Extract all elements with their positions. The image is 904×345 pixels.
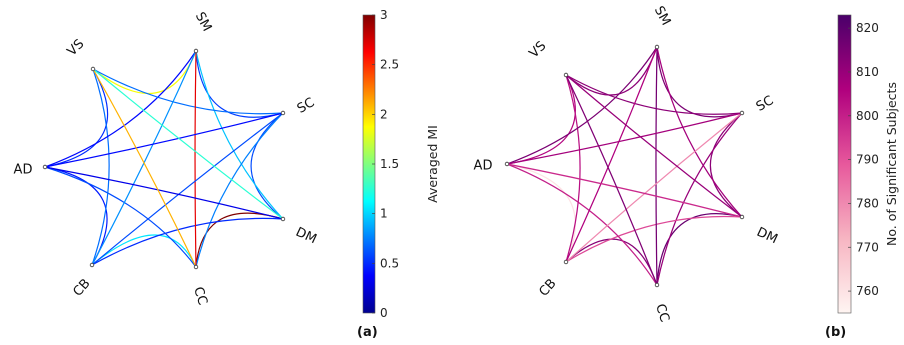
panel-b-tag: (b) [825, 325, 846, 340]
edge-cc-cb [566, 239, 657, 285]
node-sm-marker [194, 49, 198, 53]
nodes-panel-a: SM SC DM CC CB AD VS [14, 10, 319, 307]
edge-cc-ad [507, 164, 657, 285]
edge-ad-sm [507, 47, 657, 164]
node-label-sm: SM [651, 4, 673, 28]
edge-sm-cc [195, 51, 196, 267]
edge-sm-sc [657, 47, 742, 117]
colorbar-tick-label: 2.5 [380, 58, 399, 72]
edge-sm-cb [92, 51, 196, 265]
colorbar-tick-label: 800 [856, 109, 879, 123]
node-label-cb: CB [70, 276, 93, 299]
nodes-panel-b: SM SC DM CC CB AD VS [474, 4, 780, 324]
colorbar-b-title: No. of Significant Subjects [884, 82, 899, 246]
edge-cc-cb [92, 235, 196, 267]
node-label-cc: CC [652, 302, 672, 324]
node-cb-marker [564, 260, 568, 264]
colorbar-tick-label: 1.5 [380, 157, 399, 171]
edge-cb-ad [507, 164, 575, 262]
colorbar-tick-label: 820 [856, 21, 879, 35]
edge-dm-ad [45, 167, 283, 219]
edge-vs-sm [566, 47, 657, 95]
node-label-sm: SM [192, 10, 214, 34]
colorbar-a-title: Averaged MI [425, 125, 440, 203]
edge-cc-vs [93, 69, 196, 267]
node-cc-marker [194, 265, 198, 269]
colorbar-tick-label: 770 [856, 240, 879, 254]
edge-sm-sc [196, 51, 283, 117]
node-label-dm: DM [293, 225, 319, 248]
colorbar-tick-label: 0.5 [380, 256, 399, 270]
edge-sm-dm [196, 51, 283, 219]
node-vs-marker [91, 67, 95, 71]
node-sm-marker [655, 45, 659, 49]
node-label-cc: CC [190, 285, 210, 307]
colorbar-tick-label: 0 [380, 306, 388, 320]
node-label-dm: DM [754, 225, 780, 248]
node-label-ad: AD [14, 163, 33, 178]
node-sc-marker [740, 111, 744, 115]
edge-sm-dm [657, 47, 742, 217]
node-label-sc: SC [295, 95, 318, 117]
edge-vs-sc [566, 75, 742, 114]
colorbar-tick-label: 780 [856, 196, 879, 210]
edge-dm-cc [657, 214, 742, 285]
node-label-vs: VS [65, 37, 88, 60]
colorbar-a-ticks: 0 0.5 1 1.5 2 2.5 3 [372, 8, 399, 320]
colorbar-tick-label: 3 [380, 8, 388, 22]
edge-ad-vs [507, 75, 575, 164]
colorbar-tick-label: 1 [380, 207, 388, 221]
edge-sm-cc [656, 47, 657, 285]
edge-sc-cc [196, 113, 283, 267]
colorbar-tick-label: 2 [380, 107, 388, 121]
edge-cb-vs [92, 69, 109, 265]
node-dm-marker [281, 217, 285, 221]
node-ad-marker [505, 162, 509, 166]
colorbar-tick-label: 760 [856, 284, 879, 298]
edge-cb-ad [45, 167, 107, 265]
colorbar-b: 760 770 780 790 800 810 820 No. of Significant… [838, 15, 899, 313]
edge-vs-sc [93, 69, 283, 114]
colorbar-a: 0 0.5 1 1.5 2 2.5 3 Averaged MI [363, 8, 440, 320]
colorbar-b-ticks: 760 770 780 790 800 810 820 [848, 21, 879, 298]
edge-ad-vs [45, 69, 108, 167]
node-dm-marker [740, 215, 744, 219]
edge-dm-cc [196, 213, 283, 267]
panel-b: SM SC DM CC CB AD VS 760 770 780 790 800 810 820 No.… [474, 4, 899, 340]
colorbar-tick-label: 810 [856, 65, 879, 79]
panel-a: SM SC DM CC CB AD VS 0 0.5 1 1.5 2 2.5 3 Averaged MI… [14, 8, 440, 340]
edge-ad-sm [45, 51, 196, 167]
edge-cb-vs [566, 75, 580, 262]
colorbar-tick-label: 790 [856, 153, 879, 167]
edge-sc-dm [710, 113, 742, 217]
node-cc-marker [655, 283, 659, 287]
node-cb-marker [90, 263, 94, 267]
edge-sc-dm [251, 113, 283, 219]
panel-a-tag: (a) [357, 325, 378, 340]
node-label-cb: CB [536, 276, 559, 299]
edge-sc-ad [507, 113, 742, 164]
node-sc-marker [281, 111, 285, 115]
edges-panel-b [507, 47, 742, 285]
node-label-vs: VS [527, 39, 550, 62]
node-label-ad: AD [474, 159, 493, 174]
edges-panel-a [45, 51, 283, 267]
colorbar-b-bar [838, 15, 851, 313]
node-ad-marker [43, 165, 47, 169]
node-vs-marker [564, 73, 568, 77]
node-label-sc: SC [754, 93, 777, 115]
